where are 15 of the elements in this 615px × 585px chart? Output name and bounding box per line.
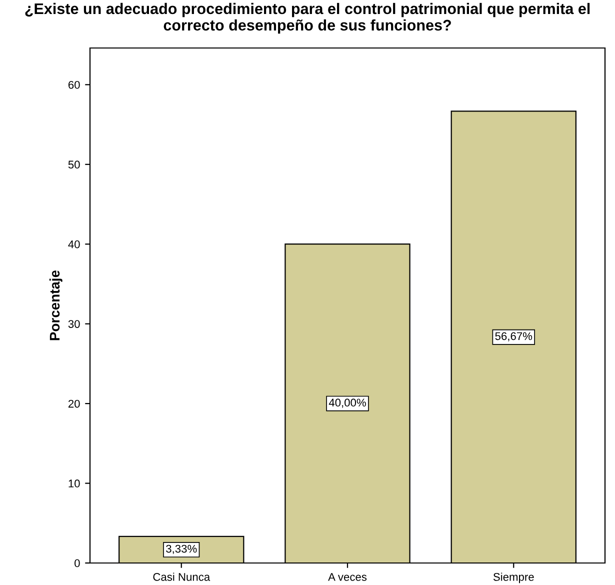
x-tick-label: Casi Nunca xyxy=(153,572,210,581)
y-tick-label: 30 xyxy=(68,320,80,328)
y-tick-label: 10 xyxy=(68,480,80,488)
y-tick-label: 40 xyxy=(68,240,80,248)
y-tick-label: 60 xyxy=(68,80,80,89)
y-tick-label: 0 xyxy=(74,559,80,568)
y-tick-label: 20 xyxy=(68,400,80,408)
y-tick-label: 50 xyxy=(68,160,80,169)
data-label: 40,00% xyxy=(328,398,366,408)
chart-title: ¿Existe un adecuado procedimiento para el control patrimonial que permita el correcto desempeño de sus funciones? xyxy=(25,2,590,34)
y-axis-title: Porcentaje xyxy=(49,270,62,340)
data-label: 3,33% xyxy=(166,544,197,554)
x-tick-label: A veces xyxy=(328,573,367,581)
x-tick-label: Siempre xyxy=(493,572,534,584)
data-label: 56,67% xyxy=(495,332,532,342)
